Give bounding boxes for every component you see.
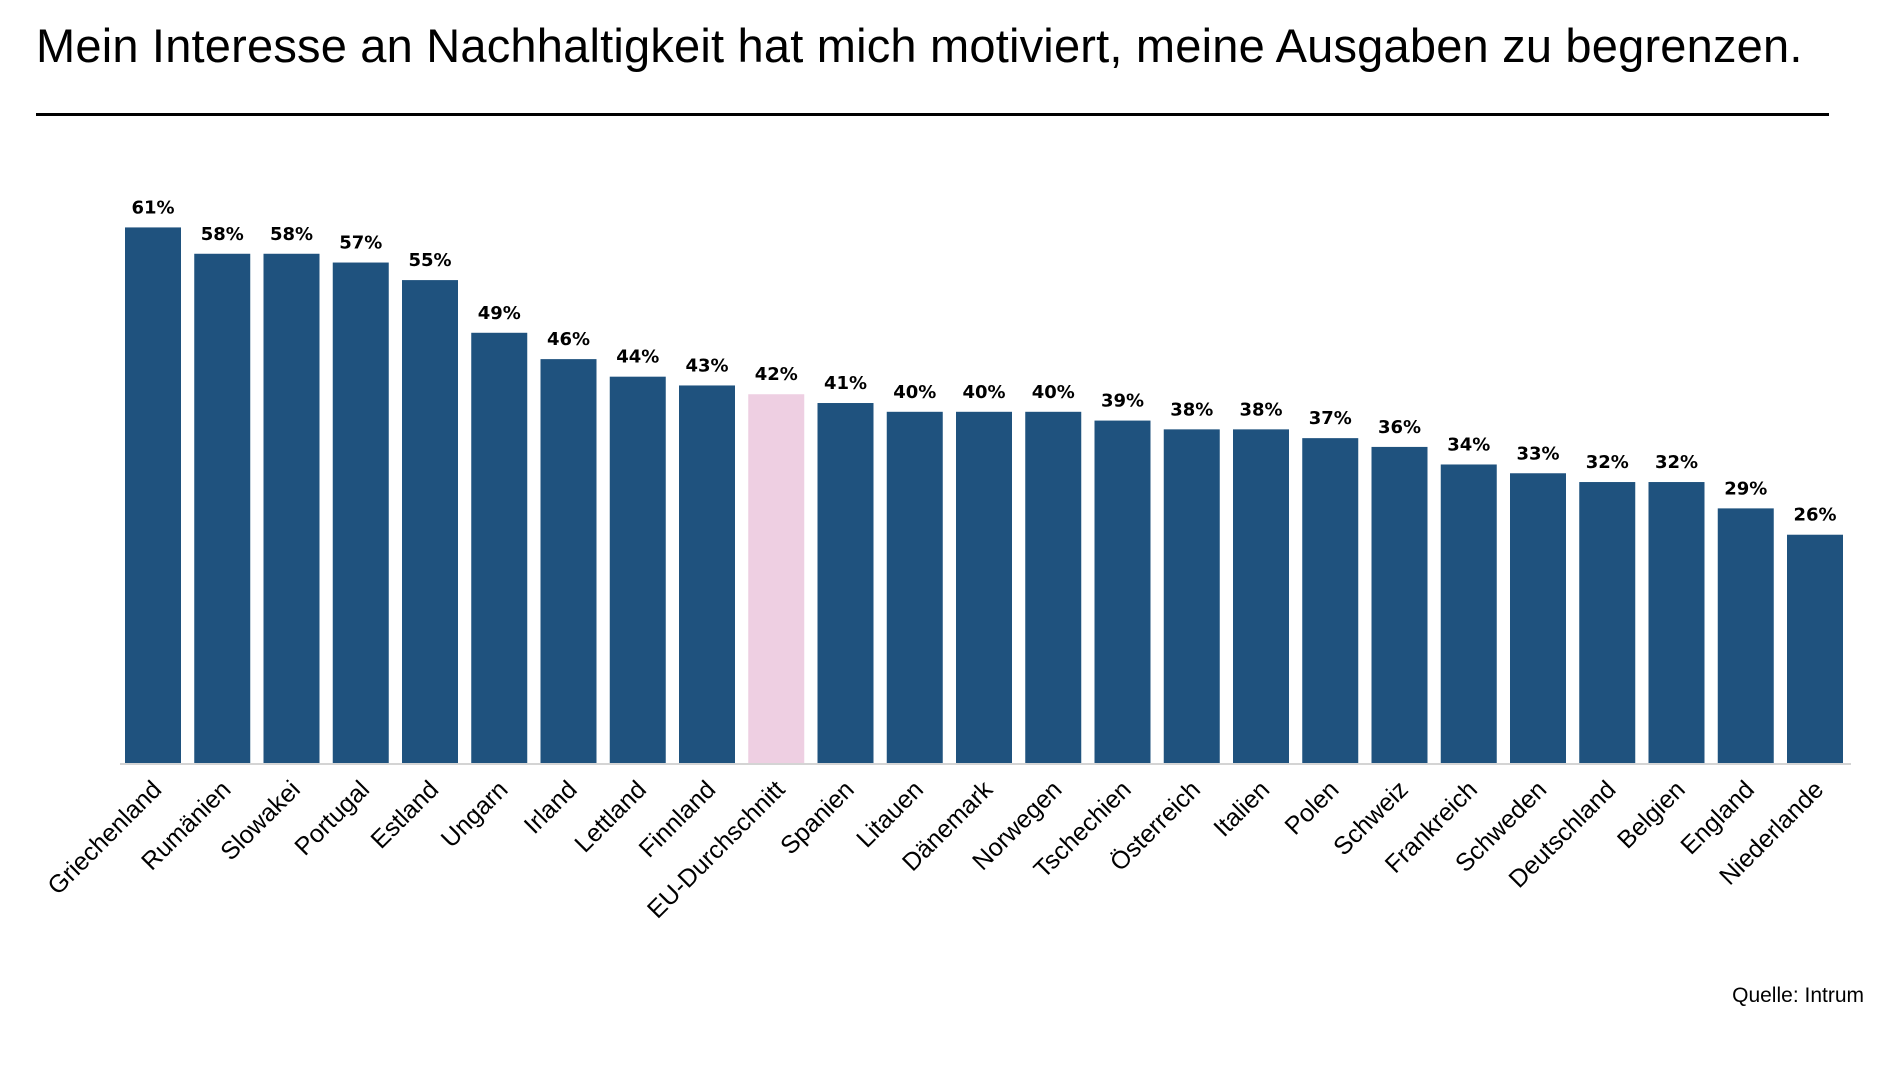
x-tick-label: Portugal	[289, 775, 375, 861]
bar	[1302, 438, 1359, 763]
x-tick-label: Estland	[365, 775, 444, 854]
bar-value-label: 39%	[1101, 391, 1144, 412]
bar-value-label: 32%	[1586, 452, 1629, 473]
bar-value-label: 34%	[1447, 434, 1490, 455]
bar	[540, 359, 597, 763]
bar-value-label: 41%	[824, 373, 867, 394]
bar-value-label: 29%	[1724, 478, 1767, 499]
bar	[332, 262, 389, 763]
bar-value-label: 61%	[131, 197, 174, 218]
bar	[194, 253, 251, 763]
bar	[125, 227, 181, 764]
bar	[1163, 429, 1220, 763]
bar	[1371, 446, 1428, 763]
bar	[817, 403, 874, 763]
bar	[1787, 534, 1843, 763]
bar-value-label: 44%	[616, 347, 659, 368]
x-tick-label: Italien	[1208, 775, 1275, 842]
bar	[609, 376, 666, 763]
bar-value-label: 38%	[1170, 399, 1213, 420]
bar	[956, 411, 1012, 763]
bar	[748, 394, 805, 763]
source-note: Quelle: Intrum	[1732, 984, 1864, 1007]
bar-value-label: 43%	[685, 355, 728, 376]
bar-value-label: 40%	[962, 382, 1005, 403]
bar-value-label: 40%	[1032, 382, 1075, 403]
bar	[1025, 411, 1082, 763]
bar	[1648, 482, 1705, 763]
bar	[679, 385, 735, 763]
bar-value-label: 36%	[1378, 417, 1421, 438]
bar-value-label: 38%	[1239, 399, 1282, 420]
bar-value-label: 40%	[893, 382, 936, 403]
x-tick-label: Spanien	[775, 775, 860, 860]
bar-value-label: 33%	[1516, 443, 1559, 464]
bar-value-label: 49%	[478, 303, 521, 324]
bar-value-label: 46%	[547, 329, 590, 350]
bar	[1233, 429, 1289, 763]
bar	[471, 332, 528, 763]
bar	[1094, 420, 1151, 763]
bar-value-label: 58%	[270, 224, 313, 245]
bar	[1440, 464, 1497, 763]
bar	[1717, 508, 1774, 763]
title-divider	[36, 113, 1829, 116]
x-tick-label: Irland	[519, 775, 583, 839]
bar-value-label: 32%	[1655, 452, 1698, 473]
value-labels-group: 61% 58% 58% 57% 55% 49% 46% 44% 43% 42% 41% 40% 40% 4…	[131, 197, 1836, 525]
bar-value-label: 55%	[408, 250, 451, 271]
bars-group	[125, 227, 1843, 764]
bar	[1510, 473, 1566, 763]
x-tick-label: Ungarn	[436, 775, 514, 853]
x-tick-label: Griechenland	[42, 775, 167, 900]
bar	[263, 253, 320, 763]
bar-value-label: 57%	[339, 233, 382, 254]
bar	[402, 280, 458, 763]
bar-value-label: 37%	[1309, 408, 1352, 429]
bar	[1579, 482, 1636, 763]
x-tick-label: Polen	[1279, 775, 1344, 840]
chart-title: Mein Interesse an Nachhaltigkeit hat mic…	[36, 19, 1803, 72]
category-labels-group: GriechenlandRumänienSlowakeiPortugalEstl…	[42, 775, 1829, 924]
bar-value-label: 58%	[201, 224, 244, 245]
bar-value-label: 42%	[755, 364, 798, 385]
bar-value-label: 26%	[1793, 505, 1836, 526]
bar	[886, 411, 943, 763]
